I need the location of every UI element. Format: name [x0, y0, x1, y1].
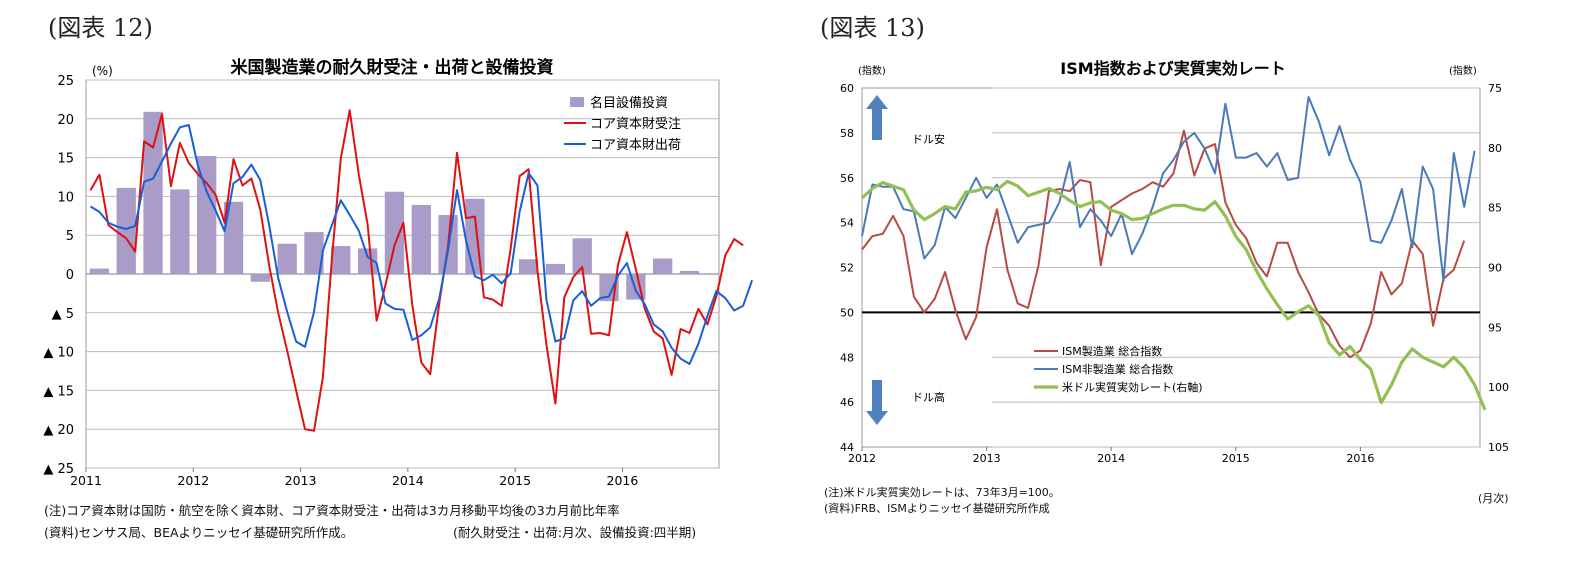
series-line — [89, 109, 744, 432]
chart13-title: ISM指数および実質実効レート — [1060, 59, 1285, 78]
y-tick-label: 15 — [57, 152, 74, 167]
series-line — [860, 179, 1487, 411]
y-right-tick-label: 85 — [1488, 202, 1502, 215]
chart13-left-unit: (指数) — [858, 64, 886, 77]
bar — [197, 156, 217, 274]
y-tick-label: 20 — [57, 113, 74, 128]
x-tick-label: 2012 — [177, 473, 209, 488]
x-tick-label: 2015 — [1222, 452, 1250, 465]
legend-label: ISM製造業 総合指数 — [1062, 344, 1162, 358]
chart13-source: (資料)FRB、ISMよりニッセイ基礎研究所作成 — [824, 502, 1050, 515]
annotation-usd-strong: ドル高 — [912, 390, 945, 404]
chart13-note: (注)米ドル実質実効レートは、73年3月=100。 — [824, 486, 1060, 499]
bar — [572, 238, 592, 274]
legend-label: ISM非製造業 総合指数 — [1062, 362, 1173, 376]
series-line — [861, 96, 1476, 282]
chart13-axes: 60 58 56 54 52 50 48 46 44 75 80 85 90 95 100 105 2012 20… — [840, 82, 1509, 465]
chart12-frequency: (耐久財受注・出荷:月次、設備投資:四半期) — [453, 525, 697, 540]
x-tick-label: 2015 — [499, 473, 531, 488]
y-tick-label: 5 — [66, 229, 74, 244]
bar — [250, 274, 270, 282]
legend-label: 米ドル実質実効レート(右軸) — [1062, 380, 1203, 394]
y-tick-label: ▲ 10 — [43, 346, 74, 361]
y-left-tick-label: 46 — [840, 396, 854, 409]
chart12-note: (注)コア資本財は国防・航空を除く資本財、コア資本財受注・出荷は3カ月移動平均後… — [44, 503, 620, 518]
chart13-lines — [860, 96, 1487, 411]
y-tick-label: 0 — [66, 268, 74, 283]
y-left-tick-label: 54 — [840, 217, 854, 230]
y-right-tick-label: 90 — [1488, 262, 1502, 275]
y-tick-label: 25 — [57, 74, 74, 89]
y-left-tick-label: 48 — [840, 351, 854, 364]
bar — [143, 111, 163, 274]
x-tick-label: 2014 — [1097, 452, 1125, 465]
bar — [89, 268, 110, 274]
chart13-month-unit: (月次) — [1478, 492, 1509, 505]
up-arrow — [866, 95, 888, 140]
y-left-tick-label: 52 — [840, 262, 854, 275]
bar — [411, 204, 431, 274]
chart12-unit-label: (%) — [92, 64, 113, 78]
series-line — [861, 129, 1466, 359]
figure-12-label: (図表 12) — [48, 14, 153, 42]
x-tick-label: 2012 — [848, 452, 876, 465]
x-tick-label: 2016 — [1346, 452, 1374, 465]
y-left-tick-label: 56 — [840, 172, 854, 185]
x-tick-label: 2013 — [973, 452, 1001, 465]
annotation-usd-weak: ドル安 — [912, 132, 945, 146]
y-left-tick-label: 50 — [840, 306, 854, 319]
chart12-lines — [89, 109, 754, 432]
y-tick-label: ▲ 15 — [43, 384, 74, 399]
y-tick-label: ▲ 25 — [43, 462, 74, 477]
bar — [492, 274, 512, 276]
x-tick-label: 2013 — [285, 473, 317, 488]
legend-swatch — [570, 97, 584, 107]
x-tick-label: 2011 — [70, 473, 102, 488]
series-line — [89, 124, 754, 365]
bar — [518, 259, 539, 274]
y-tick-label: ▲ 20 — [43, 423, 74, 438]
y-right-tick-label: 80 — [1488, 142, 1502, 155]
y-right-tick-label: 105 — [1488, 441, 1509, 454]
y-right-tick-label: 95 — [1488, 321, 1502, 334]
chart13-right-unit: (指数) — [1449, 64, 1477, 77]
chart12-title: 米国製造業の耐久財受注・出荷と設備投資 — [231, 57, 554, 78]
y-left-tick-label: 60 — [840, 82, 854, 95]
bar — [545, 263, 566, 274]
x-tick-label: 2014 — [392, 473, 424, 488]
bar — [170, 189, 190, 274]
bar — [277, 243, 297, 274]
y-tick-label: ▲ 5 — [52, 307, 74, 322]
legend-label: 名目設備投資 — [590, 95, 668, 111]
legend-label: コア資本財出荷 — [590, 138, 681, 153]
y-right-tick-label: 100 — [1488, 381, 1509, 394]
bar — [223, 201, 244, 274]
bar — [331, 246, 351, 274]
bar — [304, 232, 324, 274]
bar — [679, 270, 700, 274]
y-left-tick-label: 58 — [840, 127, 854, 140]
chart12-source: (資料)センサス局、BEAよりニッセイ基礎研究所作成。 — [44, 525, 354, 540]
legend-label: コア資本財受注 — [590, 117, 681, 132]
bar — [384, 191, 405, 274]
down-arrow — [866, 380, 888, 425]
x-tick-label: 2016 — [607, 473, 639, 488]
y-left-tick-label: 44 — [840, 441, 854, 454]
bar — [653, 258, 673, 274]
figure-13-label: (図表 13) — [820, 14, 925, 42]
y-tick-label: 10 — [57, 190, 74, 205]
y-right-tick-label: 75 — [1488, 82, 1502, 95]
bar — [116, 187, 136, 274]
